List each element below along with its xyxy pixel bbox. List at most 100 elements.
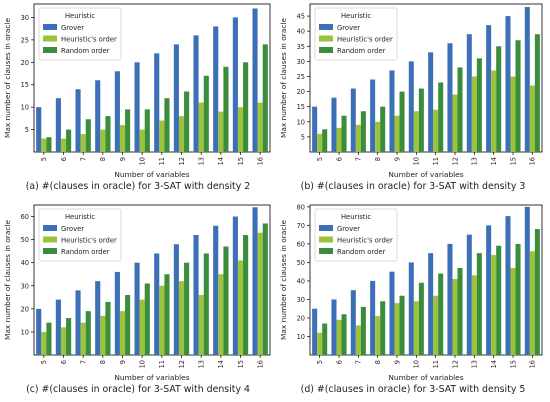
chart-d-bar-random-order-12	[457, 267, 463, 355]
chart-c-legend-label: Random order	[61, 248, 110, 256]
chart-d-bar-grover-5	[312, 308, 318, 355]
chart-b-bar-random-order-12	[457, 67, 463, 152]
chart-c-bar-grover-15	[232, 216, 238, 355]
chart-c-xtick-label: 16	[256, 360, 264, 368]
chart-b-xtick-label: 11	[432, 157, 440, 165]
chart-c-ylabel: Max number of clauses in oracle	[3, 220, 12, 341]
chart-d-xtick-label: 6	[335, 360, 343, 364]
chart-c-bar-random-order-13	[203, 253, 209, 355]
chart-b-ylabel: Max number of clauses in oracle	[279, 18, 288, 139]
chart-d-legend-label: Grover	[337, 225, 360, 233]
chart-c-bar-grover-16	[252, 207, 258, 355]
chart-c-bar-heuristic-s-order-8	[100, 315, 106, 355]
chart-c-bar-random-order-5	[46, 322, 52, 355]
chart-a-bar-random-order-12	[184, 91, 190, 152]
chart-a-bar-grover-9	[114, 71, 120, 152]
chart-c-xtick-label: 9	[119, 360, 127, 364]
chart-b-bar-heuristic-s-order-14	[491, 70, 497, 152]
chart-a-xtick-label: 6	[60, 157, 68, 161]
chart-c-bar-random-order-7	[85, 311, 91, 355]
chart-c-bar-grover-8	[95, 281, 101, 355]
chart-d-xtick-label: 5	[316, 360, 324, 364]
chart-b-bar-grover-9	[389, 70, 395, 152]
chart-a-xtick-label: 8	[99, 157, 107, 161]
chart-c-bar-random-order-15	[243, 235, 249, 355]
chart-c-bar-random-order-12	[184, 262, 190, 355]
chart-c-bar-random-order-8	[105, 301, 111, 355]
chart-c-bar-random-order-14	[223, 246, 229, 355]
chart-c-legend-box	[38, 208, 122, 262]
chart-d-bar-random-order-9	[399, 295, 405, 355]
chart-a-bar-grover-13	[193, 35, 199, 153]
chart-d-bar-grover-8	[370, 280, 376, 355]
chart-c-bar-grover-14	[213, 225, 219, 355]
chart-a-bar-random-order-9	[125, 109, 131, 152]
chart-a-bar-grover-12	[173, 44, 179, 153]
chart-c-ytick-label: 10	[21, 328, 29, 336]
chart-b-plot-frame	[309, 3, 543, 153]
chart-c-bar-heuristic-s-order-15	[237, 260, 244, 355]
chart-c-bar-random-order-16	[262, 223, 268, 355]
chart-d-legend-title: Heuristic	[341, 213, 371, 221]
chart-a-legend-label: Heuristic's order	[61, 36, 117, 44]
chart-a-bar-grover-14	[213, 26, 219, 153]
chart-b-bar-random-order-6	[341, 115, 347, 152]
chart-d-bar-heuristic-s-order-5	[317, 332, 323, 355]
chart-a-bar-heuristic-s-order-12	[178, 116, 185, 152]
chart-a-xtick-label: 13	[197, 157, 205, 165]
chart-b-bar-random-order-16	[534, 34, 540, 152]
chart-a-bar-random-order-7	[85, 119, 91, 152]
chart-c-legend-label: Grover	[61, 225, 84, 233]
chart-c-ytick-label: 40	[21, 259, 29, 267]
chart-c-plot-frame	[33, 204, 271, 356]
chart-a-xtick-label: 7	[79, 157, 87, 161]
chart-d-bar-random-order-15	[515, 243, 521, 355]
chart-c-bar-heuristic-s-order-13	[198, 295, 204, 355]
chart-d-ytick-label: 30	[297, 296, 305, 304]
chart-d-bar-grover-6	[331, 299, 337, 355]
chart-b-bar-heuristic-s-order-9	[394, 115, 400, 152]
chart-a-bar-grover-15	[232, 17, 238, 153]
chart-a-ylabel: Max number of clauses in oracle	[3, 18, 12, 139]
chart-b-legend-label: Heuristic's order	[337, 36, 393, 44]
chart-b-xtick-label: 16	[529, 157, 537, 165]
chart-b-bar-heuristic-s-order-16	[529, 85, 535, 152]
chart-b-bar-heuristic-s-order-8	[375, 121, 381, 152]
chart-b-ytick-label: 15	[297, 103, 305, 111]
chart-d-ytick-label: 10	[297, 333, 305, 341]
chart-b-bar-grover-15	[505, 16, 511, 152]
chart-b-bar-heuristic-s-order-12	[452, 94, 458, 152]
chart-d-bar-grover-16	[524, 206, 530, 355]
chart-c-legend-swatch	[43, 248, 57, 254]
chart-a-bar-grover-7	[75, 89, 81, 152]
chart-a-bar-random-order-10	[144, 109, 150, 152]
chart-a-xtick-label: 9	[119, 157, 127, 161]
chart-d-ytick-label: 80	[297, 203, 305, 211]
chart-b-bar-grover-8	[370, 79, 376, 152]
chart-a-xtick-label: 12	[178, 157, 186, 165]
chart-d-bar-random-order-5	[322, 323, 328, 355]
chart-d-xtick-label: 7	[355, 360, 363, 364]
chart-c-bar-grover-9	[114, 271, 120, 355]
chart-c-ytick-label: 60	[21, 213, 29, 221]
chart-b-bar-random-order-7	[360, 111, 366, 152]
chart-a-bar-heuristic-s-order-16	[257, 102, 263, 152]
chart-b-bar-random-order-13	[476, 58, 482, 152]
chart-b-legend-swatch	[319, 47, 333, 53]
chart-b-bar-grover-5	[312, 106, 318, 152]
bar-chart-a: 5 10 15 20 25 30 5 6 7 8 9 10 11 12 13 14 15 16 Number of …	[3, 3, 271, 179]
chart-d-plot-frame	[309, 204, 543, 356]
chart-a-bar-heuristic-s-order-14	[218, 111, 224, 152]
chart-a-xtick-label: 15	[237, 157, 245, 165]
chart-a-xtick-label: 5	[40, 157, 48, 161]
chart-a-bar-heuristic-s-order-6	[60, 138, 67, 152]
chart-a-bar-random-order-6	[66, 129, 72, 152]
chart-a-bar-heuristic-s-order-10	[139, 129, 145, 152]
chart-c-xtick-label: 6	[60, 360, 68, 364]
chart-c-xtick-label: 10	[138, 360, 146, 368]
chart-d-xtick-label: 13	[471, 360, 479, 368]
chart-a-xtick-label: 14	[217, 157, 225, 165]
chart-d-xlabel: Number of variables	[388, 373, 463, 382]
chart-d-legend-box	[314, 208, 398, 262]
chart-d-xtick-label: 8	[374, 360, 382, 364]
